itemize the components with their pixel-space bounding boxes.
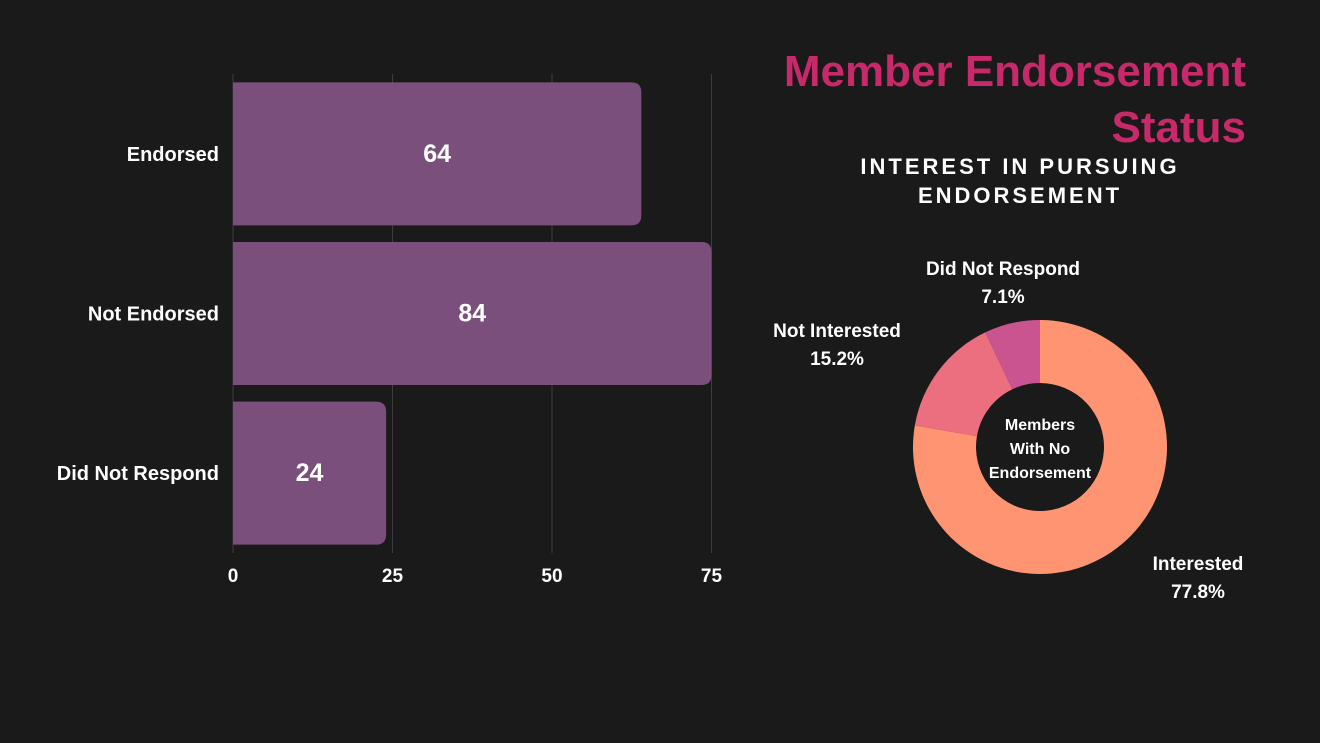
- donut-center-label: Members: [1005, 417, 1075, 434]
- y-category-label: Did Not Respond: [57, 463, 219, 485]
- donut-slice: [913, 320, 1167, 574]
- slice-label: Not Interested: [773, 321, 901, 342]
- slice-label: Interested: [1153, 554, 1244, 575]
- donut-slice: [914, 332, 1013, 437]
- y-category-label: Endorsed: [127, 144, 219, 166]
- bar-data-label: 84: [458, 300, 486, 328]
- bar-chart: 0 25 50 75 Endorsed 64 Not Endorsed 84 Did Not R…: [57, 74, 723, 587]
- x-tick-label: 0: [228, 566, 239, 587]
- bar-data-label: 64: [423, 140, 451, 168]
- slice-label: Did Not Respond: [926, 259, 1080, 280]
- bar: [233, 401, 387, 545]
- slice-value-label: 15.2%: [810, 349, 864, 370]
- donut-chart-title: INTEREST IN PURSUING ENDORSEMENT: [860, 154, 1180, 208]
- bar: [233, 82, 642, 226]
- page-title: Member Endorsement Status: [783, 47, 1246, 152]
- donut-center-label: With No: [1010, 441, 1071, 458]
- y-category-label: Not Endorsed: [88, 304, 219, 326]
- slice-value-label: 77.8%: [1171, 582, 1225, 603]
- slice-value-label: 7.1%: [981, 287, 1024, 308]
- donut-slice: [985, 320, 1040, 390]
- donut-center-label: Endorsement: [989, 465, 1092, 482]
- x-tick-label: 75: [701, 566, 723, 587]
- bar-data-label: 24: [296, 459, 324, 487]
- bar: [233, 242, 712, 385]
- x-tick-label: 50: [541, 566, 562, 587]
- x-tick-label: 25: [382, 566, 404, 587]
